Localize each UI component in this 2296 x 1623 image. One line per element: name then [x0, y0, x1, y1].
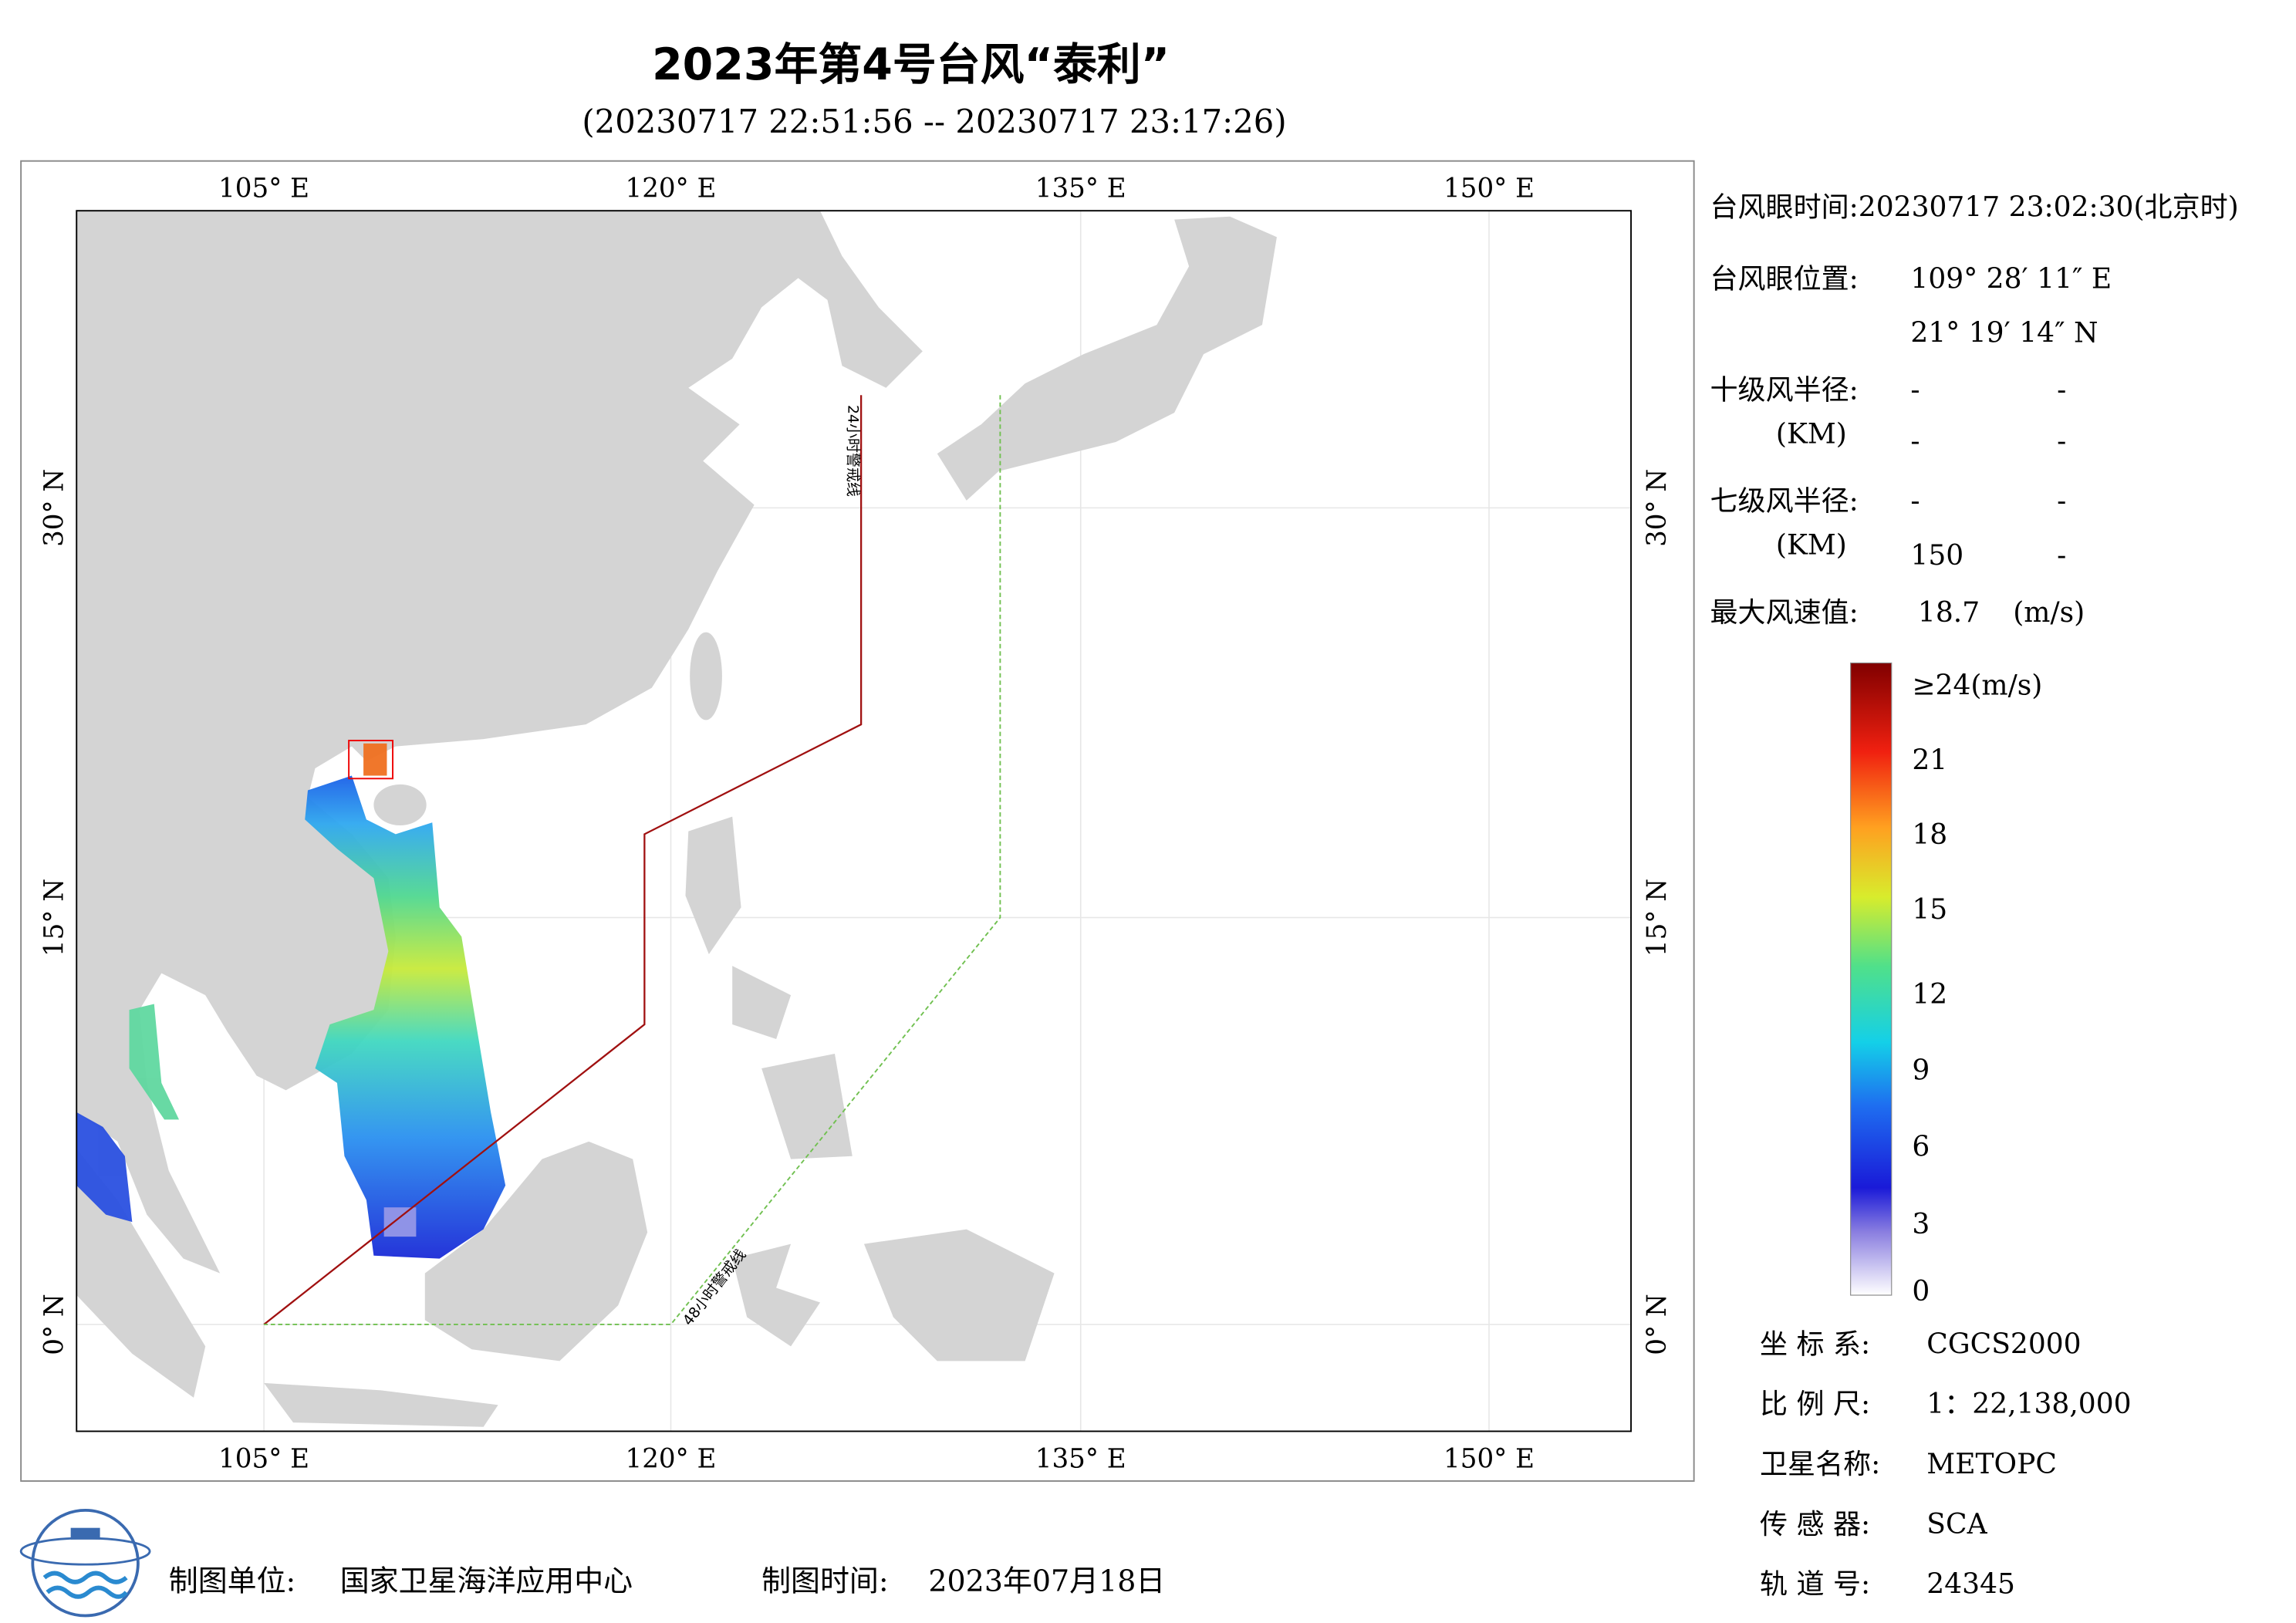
eye-lon: 109° 28′ 11″ E	[1910, 263, 2112, 295]
eye-time: 台风眼时间:20230717 23:02:30(北京时)	[1710, 191, 2239, 223]
max-wind-label: 最大风速值:	[1710, 597, 1859, 629]
colorbar-label: 15	[1912, 894, 1947, 926]
lon-label: 105° E	[218, 174, 309, 204]
axis-labels: 105° E 105° E 120° E 120° E 135° E 135° E 150°…	[39, 174, 1673, 1475]
r10-value: -	[1910, 374, 1920, 406]
r7-unit: (KM)	[1776, 530, 1847, 562]
wind-field	[76, 743, 506, 1259]
meta-value: CGCS2000	[1926, 1328, 2081, 1360]
lon-label: 135° E	[1035, 1443, 1126, 1474]
footer-time-label: 制图时间:	[761, 1564, 889, 1598]
footer-unit-label: 制图单位:	[169, 1564, 296, 1598]
lon-label: 150° E	[1443, 1443, 1535, 1474]
lat-label: 15° N	[1642, 879, 1673, 957]
r7-value: -	[1910, 486, 1920, 518]
colorbar-label: 12	[1912, 979, 1947, 1011]
max-wind-unit: (m/s)	[2013, 597, 2085, 629]
warning-line-24h	[263, 395, 863, 1325]
r7-value: 150	[1910, 540, 1963, 572]
meta-value: 24345	[1926, 1569, 2015, 1601]
logo	[19, 1509, 151, 1618]
lon-label: 135° E	[1035, 174, 1126, 204]
colorbar-label: 3	[1912, 1209, 1930, 1240]
info-panel: 台风眼时间:20230717 23:02:30(北京时) 台风眼位置: 109°…	[1710, 191, 2239, 629]
land	[76, 211, 1277, 1427]
colorbar-label: 0	[1912, 1276, 1930, 1308]
colorbar-label: ≥24(m/s)	[1912, 670, 2042, 702]
warning-line-48h	[264, 395, 1001, 1325]
r10-label: 十级风半径:	[1710, 374, 1859, 406]
footer: 制图单位: 国家卫星海洋应用中心 制图时间: 2023年07月18日	[169, 1564, 1166, 1598]
meta-value: SCA	[1926, 1509, 1987, 1540]
eye-box	[348, 740, 393, 780]
meta-value: 1：22,138,000	[1926, 1388, 2131, 1420]
map-panel	[20, 160, 1695, 1482]
colorbar-label: 18	[1912, 819, 1947, 851]
map: 24小时警戒线 48小时警戒线	[76, 211, 1632, 1432]
lat-label: 30° N	[1642, 469, 1673, 547]
colorbar	[1850, 662, 1893, 1296]
lat-label: 0° N	[39, 1294, 70, 1355]
colorbar-label: 21	[1912, 744, 1947, 776]
eye-lat: 21° 19′ 14″ N	[1910, 317, 2098, 349]
meta-label: 轨 道 号:	[1760, 1569, 1870, 1601]
meta-label: 坐 标 系:	[1760, 1328, 1870, 1360]
meta-label: 传 感 器:	[1760, 1509, 1870, 1540]
lon-label: 150° E	[1443, 174, 1535, 204]
label-48h: 48小时警戒线	[680, 1247, 750, 1329]
subtitle: (20230717 22:51:56 -- 20230717 23:17:26)	[582, 103, 1286, 140]
max-wind-value: 18.7	[1918, 597, 1980, 629]
map-frame	[76, 210, 1633, 1432]
title: 2023年第4号台风“泰利”	[652, 39, 1170, 90]
lon-label: 120° E	[626, 1443, 717, 1474]
r7-label: 七级风半径:	[1710, 486, 1859, 518]
eye-position-label: 台风眼位置:	[1710, 263, 1859, 295]
r10-value: -	[2057, 374, 2066, 406]
lon-label: 120° E	[626, 174, 717, 204]
meta-label: 比 例 尺:	[1760, 1388, 1870, 1420]
label-24h: 24小时警戒线	[844, 405, 861, 497]
meta-value: METOPC	[1926, 1449, 2057, 1480]
r10-value: -	[2057, 426, 2066, 457]
lat-label: 0° N	[1642, 1294, 1673, 1355]
meta: 坐 标 系: CGCS2000 比 例 尺: 1：22,138,000 卫星名称: MET…	[1760, 1328, 2132, 1600]
footer-unit: 国家卫星海洋应用中心	[340, 1564, 633, 1598]
meta-label: 卫星名称:	[1760, 1449, 1880, 1480]
colorbar-label: 6	[1912, 1131, 1930, 1162]
r10-value: -	[1910, 426, 1920, 457]
lon-label: 105° E	[218, 1443, 309, 1474]
colorbar-labels: ≥24(m/s) 21 18 15 12 9 6 3 0	[1912, 670, 2042, 1308]
lat-label: 30° N	[39, 469, 70, 547]
colorbar-label: 9	[1912, 1055, 1930, 1087]
footer-time: 2023年07月18日	[928, 1564, 1165, 1598]
r7-value: -	[2057, 486, 2066, 518]
r10-unit: (KM)	[1776, 418, 1847, 450]
r7-value: -	[2057, 540, 2066, 572]
lat-label: 15° N	[39, 879, 70, 957]
